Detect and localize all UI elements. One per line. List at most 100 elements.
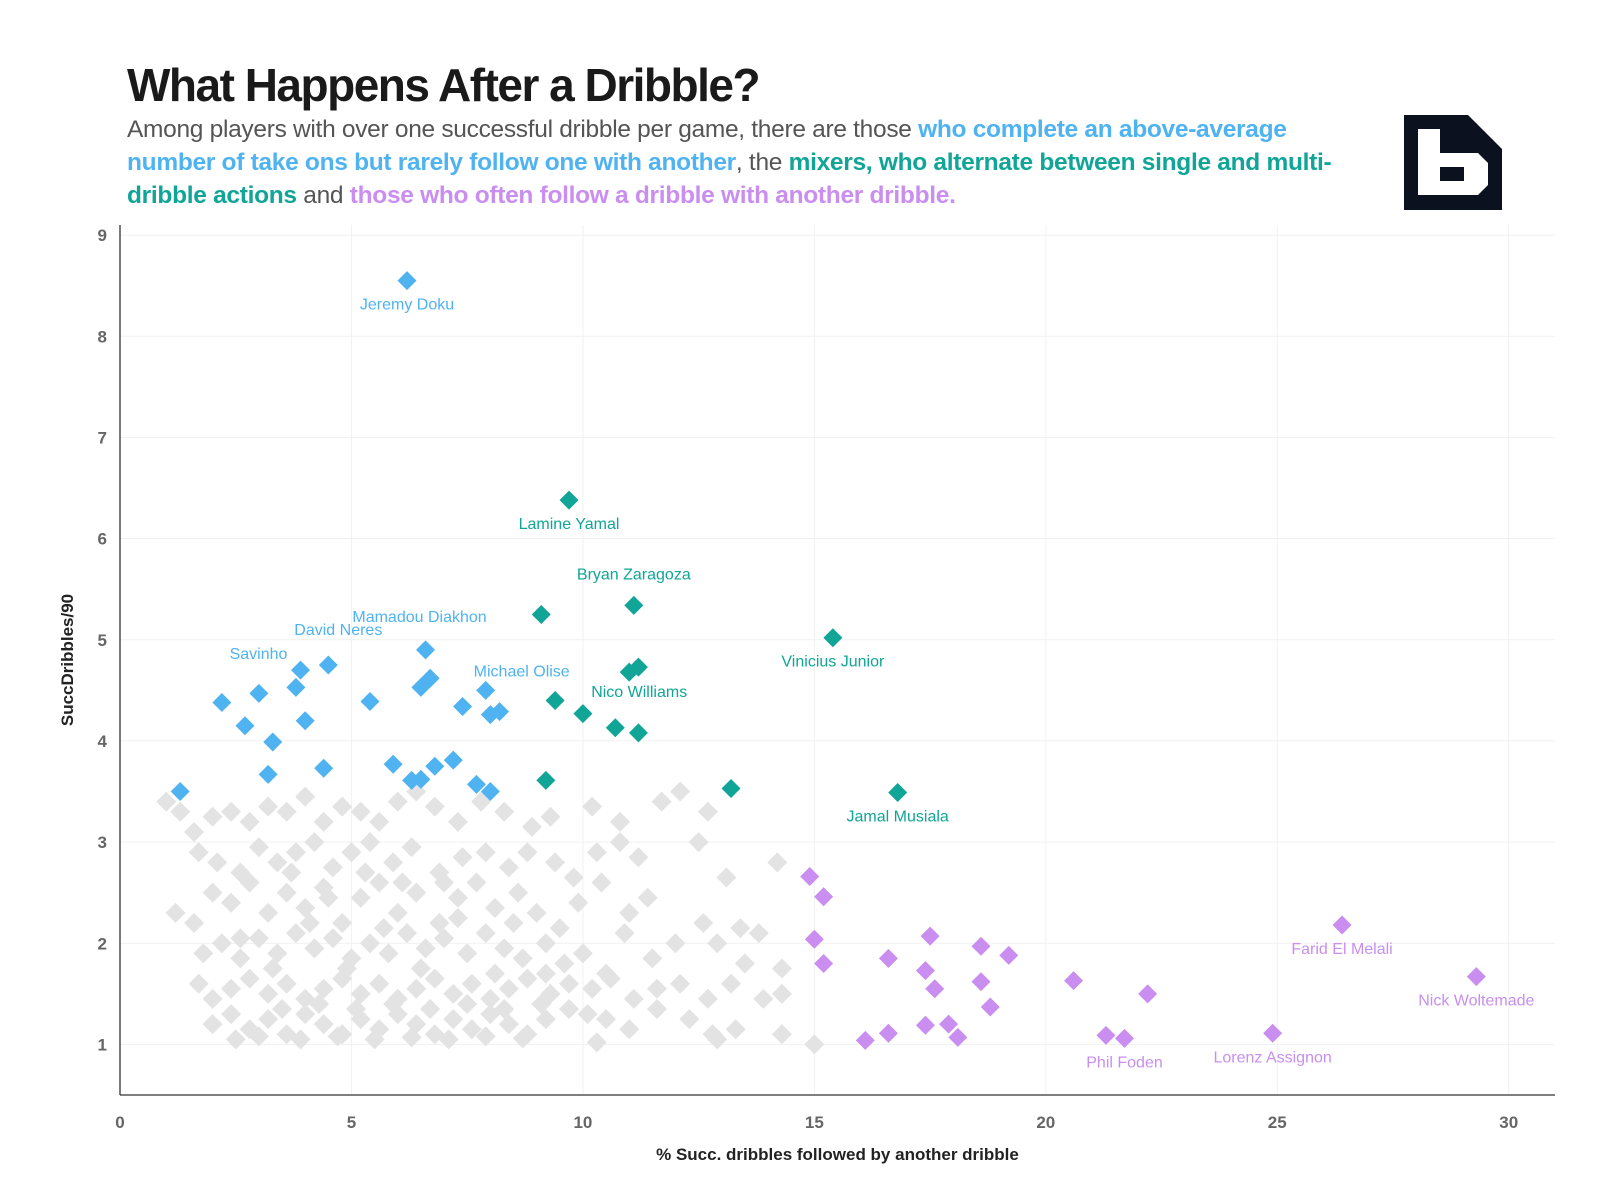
data-point-grey [609,811,630,832]
data-point-grey [517,968,538,989]
data-point-grey [276,801,297,822]
data-point-grey [716,867,737,888]
data-point-grey [771,983,792,1004]
data-point-grey [540,806,561,827]
data-point-grey [457,943,478,964]
data-point-blue [258,764,278,784]
data-point-grey [359,933,380,954]
data-point-grey [535,963,556,984]
data-point-purple [1115,1028,1134,1048]
x-tick-label: 10 [573,1113,592,1132]
data-point-grey [383,993,404,1014]
data-point-grey [572,943,593,964]
data-point-blue [397,271,417,291]
x-tick-label: 15 [805,1113,824,1132]
data-point-teal [823,628,843,648]
data-point-grey [276,882,297,903]
data-point-purple [1096,1025,1116,1045]
data-point-grey [559,973,580,994]
data-point-grey [295,897,316,918]
y-tick-label: 6 [98,530,107,549]
data-point-purple [1466,967,1486,987]
data-point-grey [596,1009,617,1030]
y-tick-label: 4 [98,732,108,751]
data-point-grey [248,837,269,858]
data-point-grey [364,1029,385,1050]
data-point-grey [577,1004,598,1025]
data-point-grey [401,1027,422,1048]
data-point-grey [281,862,302,883]
subtitle-part-4: and [296,182,350,209]
data-point-grey [369,973,390,994]
data-point-teal [624,595,644,615]
data-point-grey [350,983,371,1004]
data-point-grey [202,806,223,827]
data-point-purple [804,929,824,949]
data-point-grey [406,978,427,999]
data-point-grey [341,842,362,863]
data-point-grey [475,842,496,863]
data-point-purple [915,1015,935,1035]
data-point-blue [170,782,190,802]
data-point-blue [490,702,510,722]
data-point-grey [503,913,524,934]
data-point-grey [369,872,390,893]
data-point-grey [188,842,209,863]
data-point-blue [286,677,306,697]
data-point-grey [332,913,353,934]
data-point-grey [272,999,293,1020]
point-label: Farid El Melali [1291,941,1392,958]
data-point-grey [332,796,353,817]
data-point-grey [387,791,408,812]
data-point-blue [416,640,436,660]
point-label: Lamine Yamal [519,516,620,533]
data-point-blue [314,758,334,778]
data-point-grey [295,786,316,807]
data-point-grey [563,867,584,888]
data-point-grey [248,1026,269,1047]
data-point-grey [771,958,792,979]
data-point-grey [170,801,191,822]
data-point-grey [392,872,413,893]
data-point-grey [693,913,714,934]
point-label: Michael Olise [474,663,570,680]
data-point-blue [411,769,431,789]
data-point-grey [484,963,505,984]
y-axis-label: SuccDribbles/90 [58,594,77,726]
data-point-purple [878,1023,898,1043]
data-point-grey [494,801,515,822]
data-point-grey [327,1026,348,1047]
data-point-grey [184,913,205,934]
point-label: Vinicius Junior [781,654,885,671]
data-point-grey [670,973,691,994]
data-point-grey [461,1019,482,1040]
data-point-blue [249,683,269,703]
data-point-grey [623,988,644,1009]
data-point-grey [373,918,394,939]
data-points [156,271,1486,1055]
data-point-grey [484,897,505,918]
data-point-grey [304,938,325,959]
data-point-grey [267,943,288,964]
y-tick-label: 3 [98,833,107,852]
data-point-grey [526,902,547,923]
data-point-grey [665,933,686,954]
data-point-purple [855,1030,875,1050]
data-point-grey [258,983,279,1004]
data-point-grey [313,1014,334,1035]
data-point-blue [360,691,380,711]
data-point-grey [734,953,755,974]
data-point-grey [554,953,575,974]
data-point-grey [420,999,441,1020]
data-point-grey [313,978,334,999]
data-point-grey [475,1026,496,1047]
data-point-grey [350,887,371,908]
data-point-grey [475,923,496,944]
data-point-grey [295,1004,316,1025]
subtitle-part-5: those who often follow a dribble with an… [349,182,956,209]
data-point-grey [767,852,788,873]
data-point-teal [536,770,556,790]
data-point-grey [688,832,709,853]
x-tick-label: 25 [1268,1113,1287,1132]
y-tick-label: 1 [98,1035,107,1054]
